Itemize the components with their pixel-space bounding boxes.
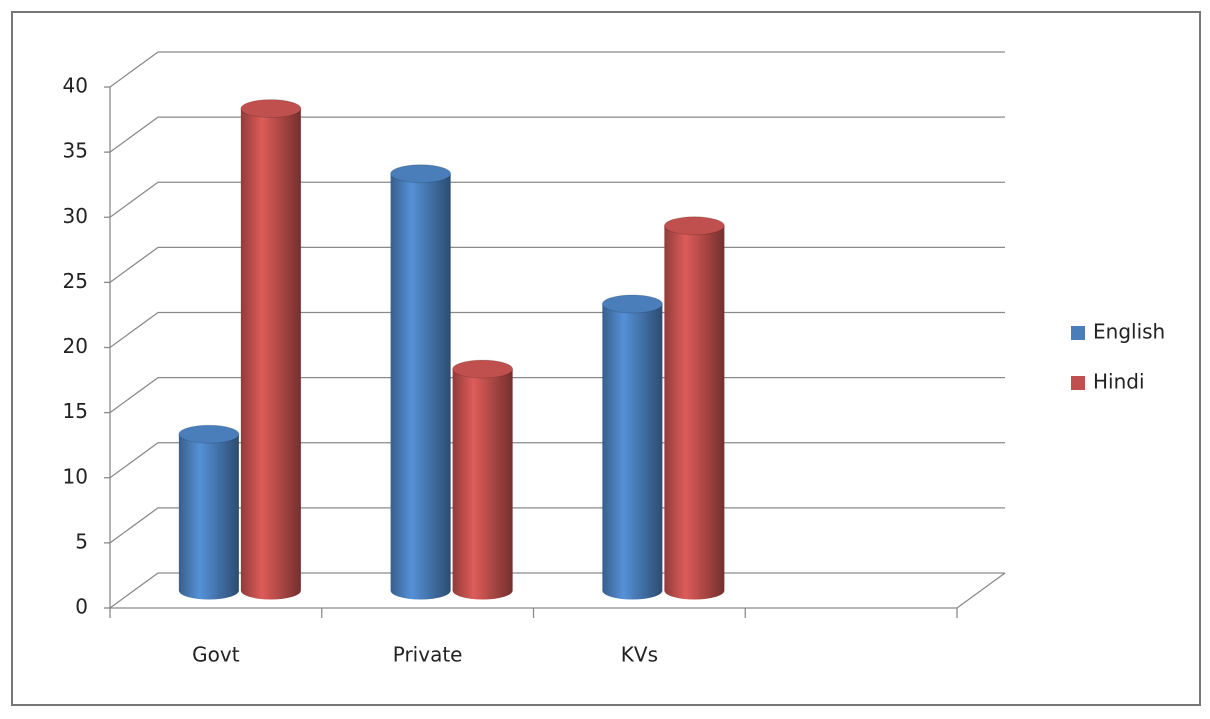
- y-tick-label: 5: [75, 529, 88, 553]
- legend-label: Hindi: [1093, 370, 1145, 394]
- y-tick-label: 25: [63, 269, 88, 293]
- cylinder: [452, 369, 513, 600]
- cylinder-top: [452, 359, 514, 379]
- cylinder-top: [390, 164, 452, 184]
- legend-swatch: [1071, 376, 1085, 390]
- y-tick-label: 30: [63, 204, 88, 228]
- y-tick-label: 15: [63, 399, 88, 423]
- cylinder-top: [178, 424, 240, 444]
- y-tick-label: 35: [63, 139, 88, 163]
- cylinder: [664, 225, 725, 600]
- cylinder: [178, 434, 239, 600]
- cylinder: [240, 108, 301, 600]
- grid-line: [109, 51, 1005, 88]
- cylinder-top: [240, 99, 302, 119]
- legend-swatch: [1071, 326, 1085, 340]
- x-tick-label: Govt: [192, 643, 240, 667]
- cylinder-top: [601, 294, 663, 314]
- cylinder: [602, 303, 663, 600]
- legend-label: English: [1093, 320, 1165, 344]
- grid-line: [109, 116, 1005, 153]
- x-tick-label: Private: [393, 643, 463, 667]
- y-tick-label: 10: [63, 464, 88, 488]
- cylinder: [390, 173, 451, 600]
- y-tick-label: 40: [63, 74, 88, 98]
- y-tick-label: 0: [75, 595, 88, 619]
- cylinder-top: [663, 216, 725, 236]
- y-tick-label: 20: [63, 334, 88, 358]
- grid-line: [109, 181, 1005, 218]
- x-tick-label: KVs: [621, 643, 658, 667]
